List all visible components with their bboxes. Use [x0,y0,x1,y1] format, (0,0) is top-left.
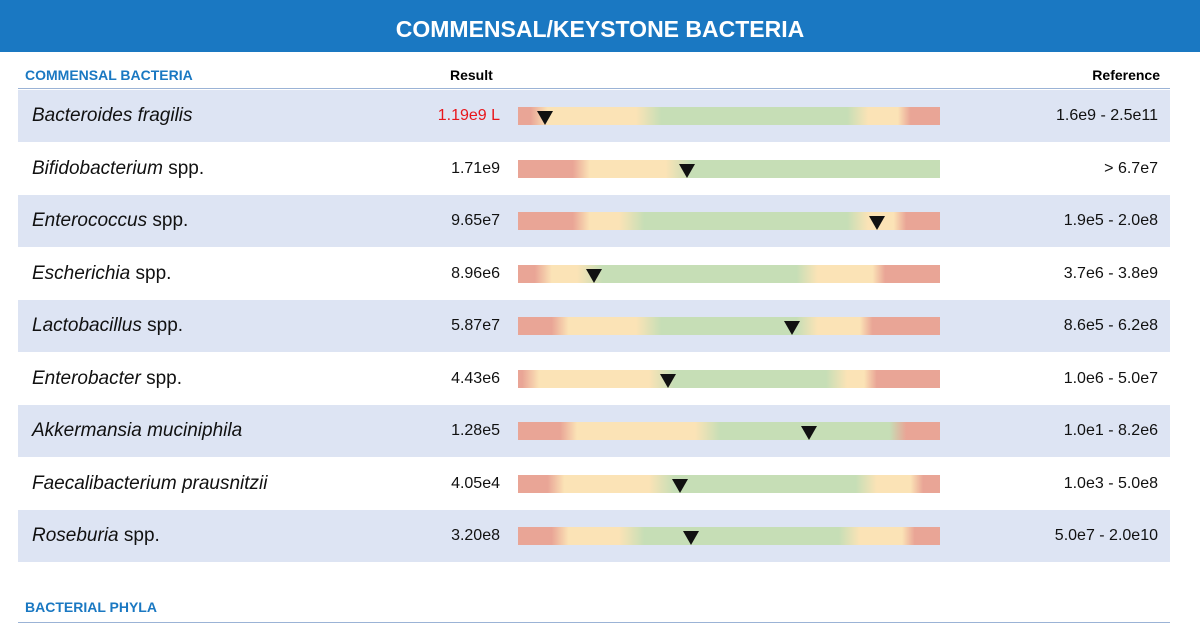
reference-range: 1.0e1 - 8.2e6 [1063,422,1158,439]
reference-range: 1.0e6 - 5.0e7 [1063,369,1158,387]
table-row: Bifidobacterium spp. 1.71e9 > 6.7e7 [18,143,1170,195]
range-gauge [518,369,940,388]
name-qualifier: spp. [135,262,172,284]
reference-range: > 6.7e7 [1104,159,1158,177]
result-marker [683,531,700,545]
result-marker [678,163,695,178]
bacteria-name: Bacteroides fragilis [32,105,193,127]
table-row: Enterococcus spp. 9.65e7 1.9e5 - 2.0e8 [18,195,1170,247]
range-gauge [518,212,940,230]
name-italic: Bacteroides fragilis [32,105,193,126]
result-value: 1.28e5 [451,422,500,439]
bacteria-name: Enterobacter spp. [32,368,182,390]
reference-header: Reference [1092,67,1160,83]
result-marker [585,268,602,283]
reference-range: 1.0e3 - 5.0e8 [1063,474,1158,492]
range-gauge [518,527,940,545]
name-qualifier: spp. [123,525,160,546]
table-row: Escherichia spp. 8.96e6 3.7e6 - 3.8e9 [18,248,1170,300]
result-value: 3.20e8 [451,527,500,544]
result-value: 1.71e9 [451,159,500,177]
result-marker [672,478,689,493]
result-value: 4.43e6 [451,369,500,387]
bacteria-name: Faecalibacterium prausnitzii [32,473,268,495]
result-value: 4.05e4 [451,474,500,492]
divider [18,88,1170,89]
range-gauge [518,159,940,178]
range-gauge [518,317,940,335]
range-gauge [518,474,940,493]
range-gauge [518,264,940,283]
name-italic: Bifidobacterium [32,157,163,179]
name-italic: Roseburia [32,525,119,546]
divider [18,622,1170,623]
reference-range: 3.7e6 - 3.8e9 [1063,264,1158,282]
reference-range: 1.9e5 - 2.0e8 [1063,212,1158,229]
bacteria-name: Lactobacillus spp. [32,315,183,337]
result-marker [801,426,818,440]
bacteria-name: Bifidobacterium spp. [32,158,204,180]
name-qualifier: spp. [152,210,189,231]
result-marker [659,373,676,388]
result-value: 1.19e9 L [437,107,500,124]
result-marker [537,111,553,125]
table-row: Roseburia spp. 3.20e8 5.0e7 - 2.0e10 [18,510,1170,562]
bacteria-name: Roseburia spp. [32,525,160,547]
result-marker [868,216,885,230]
table-row: Akkermansia muciniphila 1.28e5 1.0e1 - 8.2… [18,405,1170,457]
reference-range: 5.0e7 - 2.0e10 [1054,527,1158,544]
header-title: COMMENSAL/KEYSTONE BACTERIA [0,0,1200,52]
result-header: Result [450,67,493,83]
name-qualifier: spp. [168,157,205,179]
result-value: 5.87e7 [451,317,500,334]
reference-range: 1.6e9 - 2.5e11 [1055,107,1158,124]
name-qualifier: spp. [146,367,182,389]
section-title: COMMENSAL BACTERIA [25,67,193,83]
bacteria-name: Akkermansia muciniphila [32,420,242,442]
result-value: 9.65e7 [451,212,500,229]
bacteria-name: Enterococcus spp. [32,210,188,232]
name-italic: Escherichia [32,262,131,284]
name-italic: Faecalibacterium prausnitzii [32,472,268,494]
reference-range: 8.6e5 - 6.2e8 [1063,317,1158,334]
bacteria-name: Escherichia spp. [32,263,171,285]
name-italic: Enterococcus [32,210,148,231]
name-italic: Enterobacter [32,367,141,389]
table-row: Bacteroides fragilis 1.19e9 L 1.6e9 - 2.5e… [18,90,1170,142]
result-marker [784,321,801,335]
table-row: Lactobacillus spp. 5.87e7 8.6e5 - 6.2e8 [18,300,1170,352]
name-italic: Lactobacillus [32,315,142,336]
table-row: Enterobacter spp. 4.43e6 1.0e6 - 5.0e7 [18,353,1170,405]
result-value: 8.96e6 [451,264,500,282]
section-title: BACTERIAL PHYLA [25,599,157,615]
range-gauge [518,422,940,440]
range-gauge [518,107,940,125]
name-qualifier: spp. [147,315,184,336]
table-row: Faecalibacterium prausnitzii 4.05e4 1.0e3 … [18,458,1170,510]
name-italic: Akkermansia muciniphila [32,420,243,441]
